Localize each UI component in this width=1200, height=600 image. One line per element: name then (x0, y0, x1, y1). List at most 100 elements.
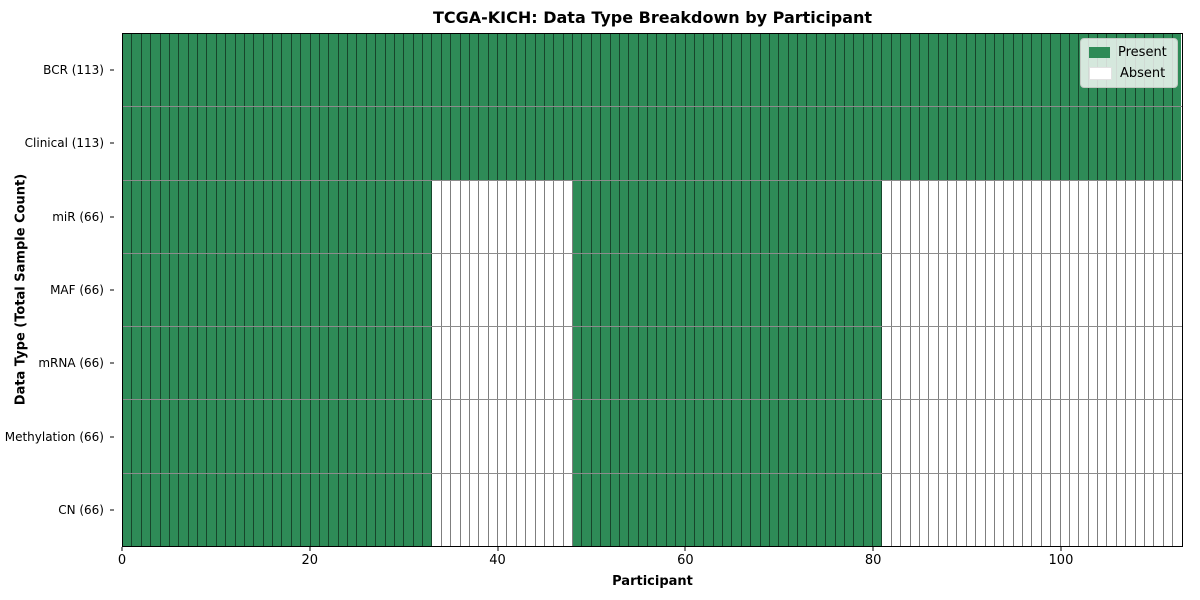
heatmap-cell-present (151, 107, 161, 180)
heatmap-cell-present (732, 107, 742, 180)
heatmap-cell-present (741, 327, 752, 400)
heatmap-cell-present (835, 473, 845, 546)
heatmap-cell-present (826, 327, 836, 400)
heatmap-cell-absent (1023, 180, 1033, 253)
heatmap-cell-present (141, 253, 152, 327)
heatmap-cell-absent (919, 473, 930, 546)
heatmap-cell-present (807, 473, 817, 546)
heatmap-cell-present (713, 180, 723, 253)
heatmap-cell-present (394, 473, 405, 546)
heatmap-cell-present (188, 34, 198, 107)
heatmap-cell-present (179, 180, 189, 253)
heatmap-cell-present (835, 253, 845, 327)
heatmap-cell-present (291, 400, 302, 473)
heatmap-cell-present (723, 400, 733, 473)
heatmap-cell-present (582, 107, 592, 180)
y-tick-label: MAF (66) (50, 283, 104, 297)
heatmap-cell-absent (460, 327, 470, 400)
heatmap-cell-present (591, 253, 602, 327)
heatmap-cell-present (798, 327, 808, 400)
heatmap-cell-absent (1023, 400, 1033, 473)
heatmap-cell-absent (1098, 327, 1108, 400)
heatmap-cell-absent (1051, 180, 1061, 253)
heatmap-cell-absent (535, 473, 545, 546)
heatmap-cell-absent (451, 180, 461, 253)
heatmap-cell-present (254, 473, 264, 546)
heatmap-cell-present (657, 180, 667, 253)
heatmap-cell-absent (1079, 180, 1089, 253)
heatmap-cell-present (1013, 107, 1023, 180)
heatmap-cell-absent (985, 180, 995, 253)
heatmap-cell-present (291, 327, 302, 400)
heatmap-cell-present (273, 180, 283, 253)
heatmap-cell-present (394, 327, 405, 400)
heatmap-cell-present (413, 34, 423, 107)
heatmap-cell-absent (901, 400, 911, 473)
heatmap-cell-present (244, 473, 255, 546)
heatmap-cell-absent (1098, 180, 1108, 253)
heatmap-cell-present (123, 180, 133, 253)
heatmap-cell-absent (1144, 400, 1155, 473)
heatmap-cell-absent (1098, 473, 1108, 546)
heatmap-cell-present (741, 400, 752, 473)
heatmap-cell-present (169, 400, 180, 473)
heatmap-cell-present (366, 180, 377, 253)
heatmap-cell-present (451, 107, 461, 180)
heatmap-cell-present (835, 327, 845, 400)
heatmap-cell-present (694, 400, 705, 473)
heatmap-cell-absent (1107, 327, 1117, 400)
heatmap-cell-absent (1135, 180, 1145, 253)
heatmap-cell-present (713, 327, 723, 400)
heatmap-cell-present (432, 34, 442, 107)
heatmap-cell-present (469, 34, 480, 107)
heatmap-cell-absent (891, 180, 902, 253)
heatmap-cell-present (835, 34, 845, 107)
heatmap-cell-present (648, 327, 658, 400)
heatmap-cell-absent (1060, 400, 1070, 473)
heatmap-cell-absent (1144, 180, 1155, 253)
heatmap-cell-absent (441, 327, 452, 400)
heatmap-cell-present (123, 327, 133, 400)
heatmap-cell-absent (1154, 327, 1164, 400)
heatmap-cell-present (685, 400, 695, 473)
heatmap-cell-absent (1144, 253, 1155, 327)
heatmap-cell-absent (1116, 253, 1127, 327)
heatmap-cell-present (854, 473, 864, 546)
heatmap-cell-present (479, 34, 489, 107)
heatmap-cell-present (760, 34, 770, 107)
heatmap-cell-present (291, 34, 302, 107)
y-tick-label: Methylation (66) (4, 429, 104, 444)
heatmap-cell-absent (1013, 180, 1023, 253)
heatmap-cell-absent (554, 473, 564, 546)
heatmap-cell-present (1051, 34, 1061, 107)
heatmap-cell-absent (985, 473, 995, 546)
heatmap-cell-present (319, 253, 330, 327)
heatmap-cell-present (957, 107, 967, 180)
heatmap-cell-absent (507, 327, 517, 400)
heatmap-cell-present (151, 253, 161, 327)
heatmap-cell-present (657, 34, 667, 107)
y-tick-mark (110, 436, 114, 438)
present-swatch-icon (1089, 47, 1110, 58)
heatmap-cell-present (732, 473, 742, 546)
heatmap-cell-present (1144, 107, 1155, 180)
heatmap-cell-present (844, 327, 855, 400)
heatmap-cell-present (169, 327, 180, 400)
heatmap-cell-absent (451, 400, 461, 473)
heatmap-cell-present (179, 327, 189, 400)
y-tick-label: CN (66) (58, 503, 104, 518)
heatmap-cell-absent (507, 473, 517, 546)
y-tick-label: BCR (113) (43, 62, 104, 77)
heatmap-cell-present (254, 253, 264, 327)
heatmap-cell-present (319, 400, 330, 473)
heatmap-cell-present (132, 253, 142, 327)
heatmap-cell-present (263, 107, 273, 180)
heatmap-cell-present (741, 107, 752, 180)
heatmap-cell-present (329, 253, 339, 327)
heatmap-cell-present (657, 473, 667, 546)
heatmap-cell-present (179, 107, 189, 180)
heatmap-cell-absent (882, 180, 892, 253)
heatmap-cell-present (638, 34, 648, 107)
heatmap-cell-absent (976, 180, 986, 253)
heatmap-cell-present (573, 327, 583, 400)
